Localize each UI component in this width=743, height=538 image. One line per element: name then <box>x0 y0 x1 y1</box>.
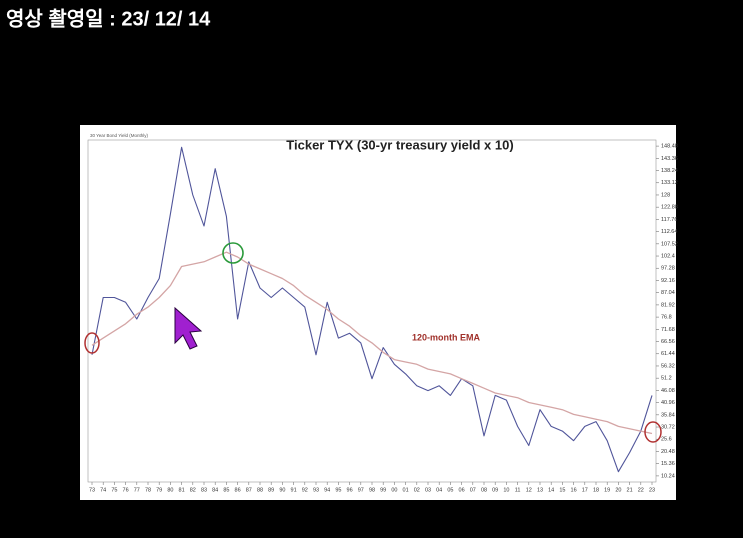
series-line <box>91 251 653 435</box>
y-tick-label: 143.36 <box>661 156 678 162</box>
y-tick-label: 46.08 <box>661 388 675 394</box>
y-tick-label: 56.32 <box>661 363 675 369</box>
x-tick-label: 90 <box>279 487 285 493</box>
x-tick-label: 20 <box>615 487 621 493</box>
series-line <box>91 146 653 473</box>
highlight-circle <box>84 332 100 354</box>
y-tick-label: 20.48 <box>661 449 675 455</box>
x-tick-label: 98 <box>369 487 375 493</box>
chart-subtitle: 30 Year Bond Yield (Monthly) <box>90 133 149 138</box>
y-tick-label: 148.48 <box>661 144 678 150</box>
x-tick-label: 77 <box>134 487 140 493</box>
y-tick-label: 112.64 <box>661 229 677 235</box>
x-tick-label: 92 <box>302 487 308 493</box>
x-tick-label: 74 <box>100 487 106 493</box>
y-tick-label: 61.44 <box>661 351 675 357</box>
y-tick-label: 81.92 <box>661 302 675 308</box>
x-tick-label: 14 <box>548 487 554 493</box>
x-tick-label: 84 <box>212 487 218 493</box>
x-tick-label: 78 <box>145 487 151 493</box>
x-tick-label: 95 <box>335 487 341 493</box>
x-tick-label: 11 <box>515 487 521 493</box>
x-tick-label: 19 <box>604 487 610 493</box>
x-tick-label: 16 <box>571 487 577 493</box>
y-tick-label: 122.88 <box>661 205 678 211</box>
y-tick-label: 35.84 <box>661 412 675 418</box>
x-tick-label: 85 <box>223 487 229 493</box>
x-tick-label: 82 <box>190 487 196 493</box>
y-tick-label: 66.56 <box>661 339 675 345</box>
x-tick-label: 83 <box>201 487 207 493</box>
x-tick-label: 18 <box>593 487 599 493</box>
ema-label: 120-month EMA <box>412 332 481 342</box>
y-tick-label: 102.4 <box>661 253 675 259</box>
x-tick-label: 87 <box>246 487 252 493</box>
x-tick-label: 89 <box>268 487 274 493</box>
x-tick-label: 08 <box>481 487 487 493</box>
highlight-circle <box>644 421 662 443</box>
x-tick-label: 10 <box>503 487 509 493</box>
x-tick-label: 02 <box>414 487 420 493</box>
y-tick-label: 128 <box>661 192 670 198</box>
x-tick-label: 94 <box>324 487 330 493</box>
y-tick-label: 30.72 <box>661 424 675 430</box>
x-tick-label: 79 <box>156 487 162 493</box>
y-tick-label: 25.6 <box>661 437 672 443</box>
x-tick-label: 81 <box>179 487 185 493</box>
highlight-circle <box>222 242 244 264</box>
y-tick-label: 133.12 <box>661 180 678 186</box>
x-tick-label: 97 <box>358 487 364 493</box>
x-tick-label: 00 <box>391 487 397 493</box>
y-tick-label: 10.24 <box>661 473 675 479</box>
data-layer: 148.48 143.36 138.24 133.12 128 122.88 117.76 1… <box>89 144 678 494</box>
y-tick-label: 40.96 <box>661 400 675 406</box>
x-tick-label: 75 <box>111 487 117 493</box>
x-tick-label: 96 <box>347 487 353 493</box>
chart-panel <box>80 125 676 500</box>
x-tick-label: 21 <box>627 487 633 493</box>
x-tick-label: 17 <box>582 487 588 493</box>
y-tick-label: 15.36 <box>661 461 675 467</box>
x-tick-label: 93 <box>313 487 319 493</box>
x-tick-label: 88 <box>257 487 263 493</box>
y-tick-label: 71.68 <box>661 327 675 333</box>
chart-title: Ticker TYX (30-yr treasury yield x 10) <box>286 137 513 152</box>
x-tick-label: 04 <box>436 487 442 493</box>
y-tick-label: 51.2 <box>661 376 672 382</box>
x-tick-label: 15 <box>559 487 565 493</box>
x-tick-label: 09 <box>492 487 498 493</box>
x-tick-label: 13 <box>537 487 543 493</box>
x-tick-label: 73 <box>89 487 95 493</box>
y-tick-label: 76.8 <box>661 315 672 321</box>
y-tick-label: 87.04 <box>661 290 675 296</box>
header: 영상 촬영일 : 23/ 12/ 14 <box>6 7 211 30</box>
x-tick-label: 86 <box>235 487 241 493</box>
x-tick-label: 80 <box>167 487 173 493</box>
x-tick-label: 22 <box>638 487 644 493</box>
y-tick-label: 107.52 <box>661 241 678 247</box>
y-tick-label: 97.28 <box>661 266 675 272</box>
x-tick-label: 01 <box>403 487 409 493</box>
x-tick-label: 91 <box>291 487 297 493</box>
y-tick-label: 138.24 <box>661 168 678 174</box>
x-tick-label: 76 <box>123 487 129 493</box>
y-tick-label: 92.16 <box>661 278 675 284</box>
x-tick-label: 23 <box>649 487 655 493</box>
x-tick-label: 99 <box>380 487 386 493</box>
y-tick-label: 117.76 <box>661 217 677 223</box>
x-tick-label: 07 <box>470 487 476 493</box>
x-tick-label: 03 <box>425 487 431 493</box>
x-tick-label: 06 <box>459 487 465 493</box>
x-tick-label: 05 <box>447 487 453 493</box>
cursor <box>174 306 203 350</box>
x-tick-label: 12 <box>526 487 532 493</box>
